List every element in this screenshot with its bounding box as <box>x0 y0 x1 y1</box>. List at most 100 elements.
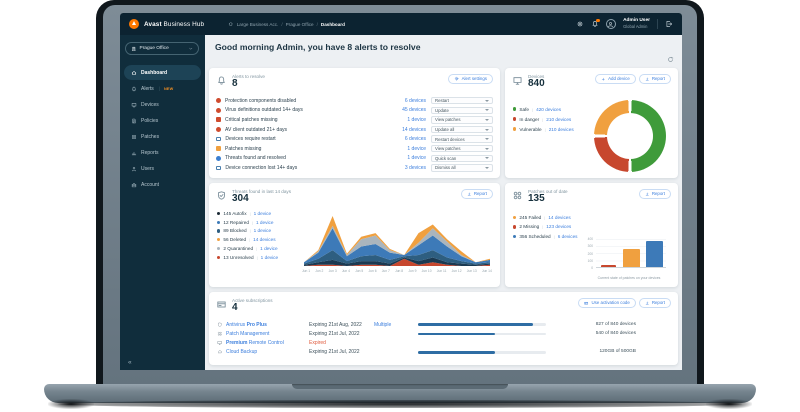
download-icon <box>645 301 650 306</box>
cloud-icon <box>217 349 223 355</box>
sidebar-item-users[interactable]: Users <box>124 161 201 176</box>
subscriptions-list: Antivirus Pro Plus Expiring 21st Aug, 202… <box>217 320 670 357</box>
legend-separator: | <box>542 116 544 122</box>
alert-devices-link[interactable]: 1 device <box>407 116 426 123</box>
legend-dot <box>513 234 517 238</box>
alert-action-dropdown[interactable]: Quick scan <box>431 154 493 163</box>
gear-icon[interactable] <box>576 20 584 28</box>
alerts-list: Protection components disabled 6 devices R… <box>216 96 493 173</box>
alert-action-dropdown[interactable]: Update all <box>431 125 493 134</box>
legend-devices-link[interactable]: 210 devices <box>546 116 572 122</box>
alert-action-dropdown[interactable]: Update <box>431 106 493 115</box>
legend-devices-link[interactable]: 14 devices <box>548 215 571 221</box>
x-tick-label: Jun 8 <box>395 269 404 273</box>
alert-severity-icon <box>216 155 221 161</box>
sidebar-item-dashboard[interactable]: Dashboard <box>124 65 201 80</box>
breadcrumb-item[interactable]: Dashboard <box>320 21 345 27</box>
subscription-usage: 120GB of 500GB <box>599 349 636 355</box>
threats-report-button[interactable]: Report <box>460 189 493 199</box>
subscription-name-link[interactable]: Antivirus Pro Plus <box>226 322 267 328</box>
threats-count: 304 <box>232 193 249 204</box>
main-content: Good morning Admin, you have 8 alerts to… <box>205 35 682 370</box>
avatar[interactable] <box>605 18 617 30</box>
sidebar-collapse-button[interactable]: « <box>128 358 132 366</box>
patches-plot-area <box>596 239 666 268</box>
logout-icon[interactable] <box>665 20 673 28</box>
org-selector[interactable]: Prague Office <box>125 42 199 55</box>
subscription-name-link[interactable]: Cloud Backup <box>226 349 257 355</box>
subscription-expiry: Expired <box>309 340 326 347</box>
sidebar-item-patches[interactable]: Patches <box>124 129 201 144</box>
area-series-deleted <box>304 216 490 263</box>
subscription-multiple-link[interactable]: Multiple <box>374 321 392 328</box>
area-series-blocked <box>304 250 490 265</box>
threats-area-chart <box>304 216 490 266</box>
alert-settings-button[interactable]: Alert settings <box>447 74 493 84</box>
alert-devices-link[interactable]: 6 devices <box>404 97 426 104</box>
alert-devices-link[interactable]: 45 devices <box>402 107 426 114</box>
alert-devices-link[interactable]: 1 device <box>407 145 426 152</box>
alert-action-dropdown[interactable]: View patches <box>431 145 493 153</box>
user-info[interactable]: Admin User Global Admin <box>623 18 650 29</box>
legend-devices-link[interactable]: 420 devices <box>536 106 562 112</box>
alert-action-dropdown[interactable]: Restart devices <box>431 135 493 143</box>
alert-label: Threats found and resolved <box>225 155 286 162</box>
legend-devices-link[interactable]: 1 device <box>255 219 274 225</box>
patches-report-button[interactable]: Report <box>638 189 671 199</box>
sidebar-item-alerts[interactable]: Alerts | NEW <box>124 81 201 96</box>
breadcrumb-item[interactable]: Large Business Acc. <box>236 21 279 27</box>
legend-devices-link[interactable]: 1 device <box>253 228 272 234</box>
alert-devices-link[interactable]: 14 devices <box>402 126 426 133</box>
x-tick-label: Jun 12 <box>451 269 462 273</box>
sidebar-item-label: Patches <box>141 133 160 140</box>
refresh-icon[interactable] <box>667 56 674 63</box>
legend-devices-link[interactable]: 6 devices <box>557 233 578 239</box>
alert-action-dropdown[interactable]: Restart <box>431 97 493 105</box>
add-device-button[interactable]: Add device <box>595 74 636 84</box>
legend-devices-link[interactable]: 123 devices <box>546 224 572 230</box>
alert-devices-link[interactable]: 3 devices <box>404 164 426 171</box>
gear-icon <box>454 76 460 82</box>
x-tick-label: Jun 7 <box>381 269 390 273</box>
sidebar-item-devices[interactable]: Devices <box>124 97 201 112</box>
page-title: Good morning Admin, you have 8 alerts to… <box>215 42 421 52</box>
sidebar-item-reports[interactable]: Reports <box>124 145 201 160</box>
legend-devices-link[interactable]: 1 device <box>260 246 278 252</box>
breadcrumb-item[interactable]: Prague Office <box>285 21 314 27</box>
patches-icon <box>512 190 523 201</box>
legend-devices-link[interactable]: 1 device <box>253 210 272 216</box>
alert-action-dropdown[interactable]: View patches <box>431 116 493 124</box>
subscription-name-link[interactable]: Patch Management <box>226 331 269 337</box>
threats-card: Threats found in last 14 days 304 Report… <box>209 183 500 287</box>
subscription-name-link[interactable]: Premium Remote Control <box>226 340 284 346</box>
subscription-name-part: Patch Management <box>226 330 270 337</box>
legend-dot <box>217 229 221 233</box>
use-activation-code-button[interactable]: Use activation code <box>578 298 636 308</box>
subscription-row: Premium Remote Control Expired <box>217 339 670 348</box>
sidebar-item-account[interactable]: Account <box>124 177 201 192</box>
subscription-name-part: Remote Control <box>247 340 284 347</box>
legend-separator: | <box>249 210 251 216</box>
sidebar-item-label: Alerts <box>141 85 154 92</box>
alert-devices-link[interactable]: 6 devices <box>404 136 426 143</box>
x-tick-label: Jun 10 <box>421 269 432 273</box>
notification-bell-icon[interactable] <box>591 19 600 28</box>
patches-legend-item: 356 Scheduled | 6 devices <box>513 232 578 241</box>
legend-devices-link[interactable]: 1 device <box>260 254 279 260</box>
alert-row: Device connection lost 14+ days 3 devices… <box>216 163 493 173</box>
alert-devices-link[interactable]: 1 device <box>407 155 426 162</box>
legend-devices-link[interactable]: 14 devices <box>253 237 276 243</box>
bar-missing <box>601 264 616 267</box>
legend-devices-link[interactable]: 210 devices <box>548 126 574 132</box>
breadcrumb-separator: / <box>316 21 318 27</box>
legend-separator: | <box>544 126 546 132</box>
legend-dot <box>217 246 221 251</box>
sidebar-item-policies[interactable]: Policies <box>124 113 201 128</box>
patches-card-title: Patches out of date <box>528 189 568 194</box>
devices-report-button[interactable]: Report <box>638 74 671 84</box>
alerts-count: 8 <box>232 78 238 89</box>
subscription-usage: 827 of 840 devices <box>595 321 636 327</box>
subscriptions-report-button[interactable]: Report <box>638 298 671 308</box>
alert-action-dropdown[interactable]: Dismiss all <box>431 164 493 172</box>
